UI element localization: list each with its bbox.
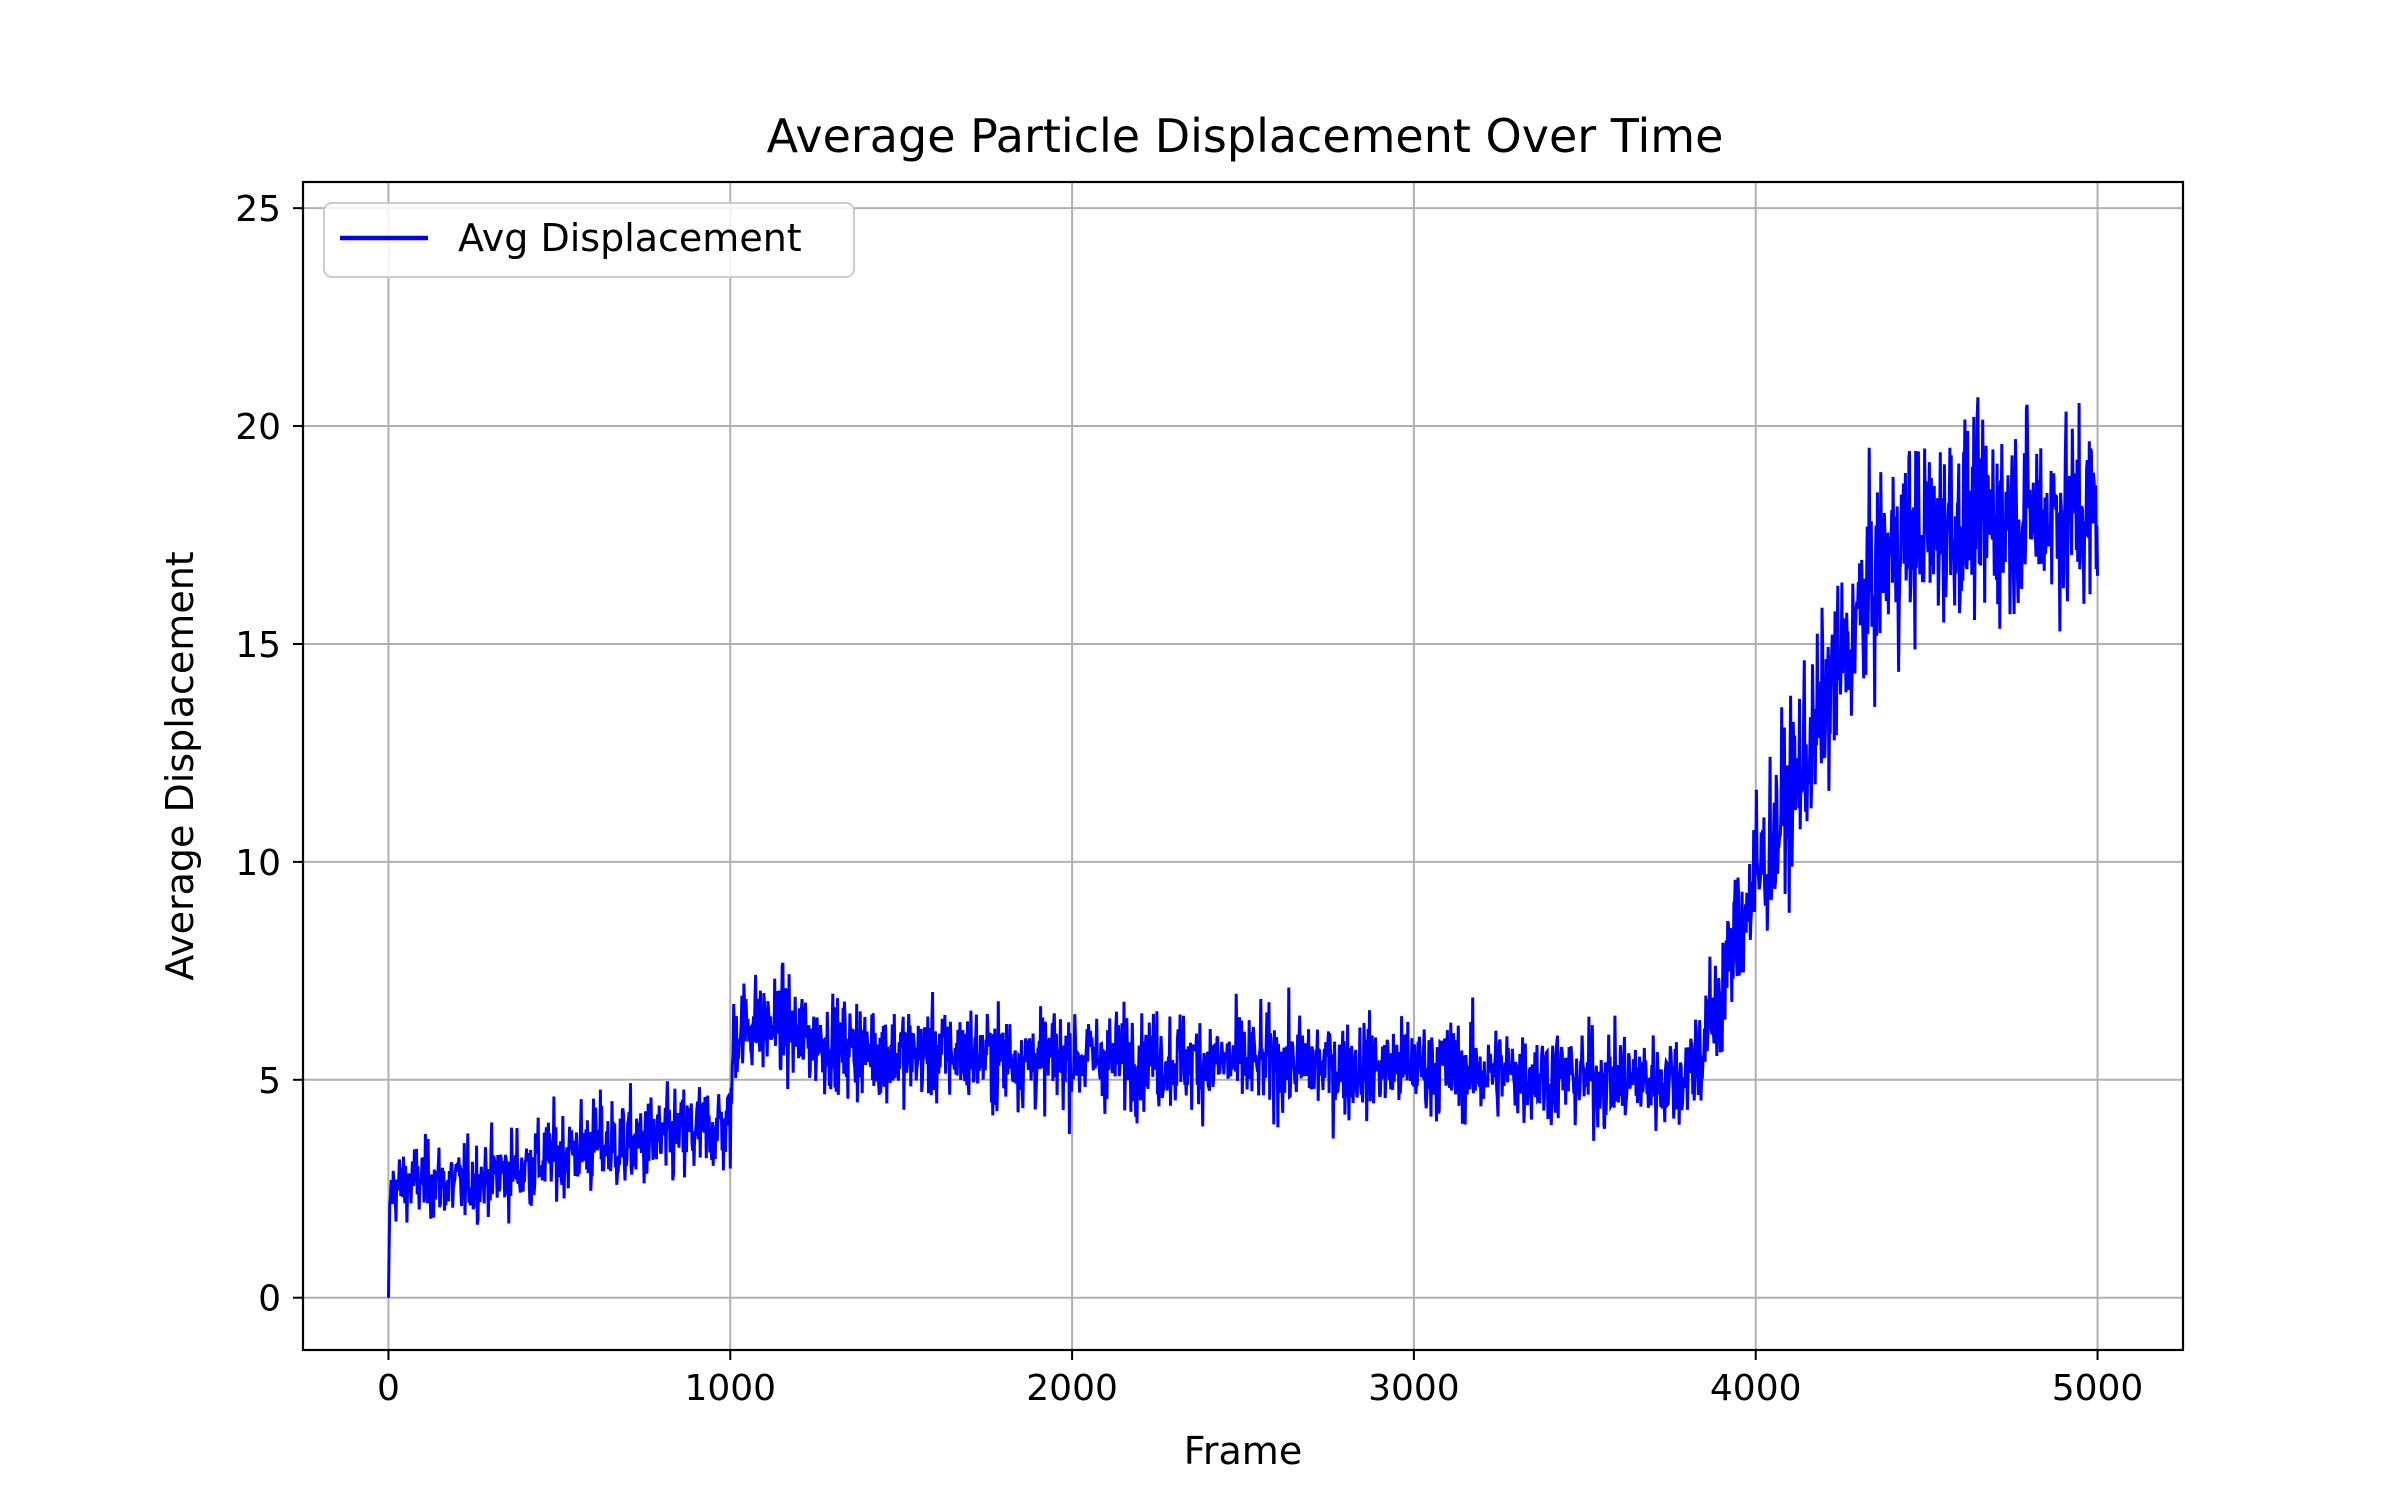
y-tick-label: 5 bbox=[258, 1061, 281, 1102]
x-tick-label: 4000 bbox=[1710, 1368, 1802, 1409]
x-tick-label: 2000 bbox=[1026, 1368, 1118, 1409]
y-tick-label: 10 bbox=[235, 843, 281, 884]
axis-ticks: 0 1000 2000 3000 4000 5000 0 5 10 15 20 25 bbox=[235, 189, 2143, 1409]
series-layer bbox=[387, 397, 2099, 1298]
y-tick-label: 25 bbox=[235, 189, 281, 230]
x-tick-label: 0 bbox=[377, 1368, 400, 1409]
legend-label: Avg Displacement bbox=[458, 216, 802, 260]
plot-frame bbox=[301, 180, 2185, 1352]
y-tick-label: 20 bbox=[235, 407, 281, 448]
x-tick-label: 5000 bbox=[2052, 1368, 2144, 1409]
y-tick-label: 15 bbox=[235, 625, 281, 666]
y-tick-label: 0 bbox=[258, 1279, 281, 1320]
legend-box bbox=[323, 202, 855, 278]
x-tick-label: 1000 bbox=[684, 1368, 776, 1409]
y-axis-label: Average Displacement bbox=[158, 551, 202, 980]
x-tick-label: 3000 bbox=[1368, 1368, 1460, 1409]
series-line-avg-displacement bbox=[387, 397, 2099, 1298]
legend: Avg Displacement bbox=[323, 202, 855, 278]
x-axis-label: Frame bbox=[1184, 1429, 1302, 1473]
chart-title: Average Particle Displacement Over Time bbox=[767, 109, 1724, 163]
grid-lines bbox=[303, 182, 2183, 1350]
